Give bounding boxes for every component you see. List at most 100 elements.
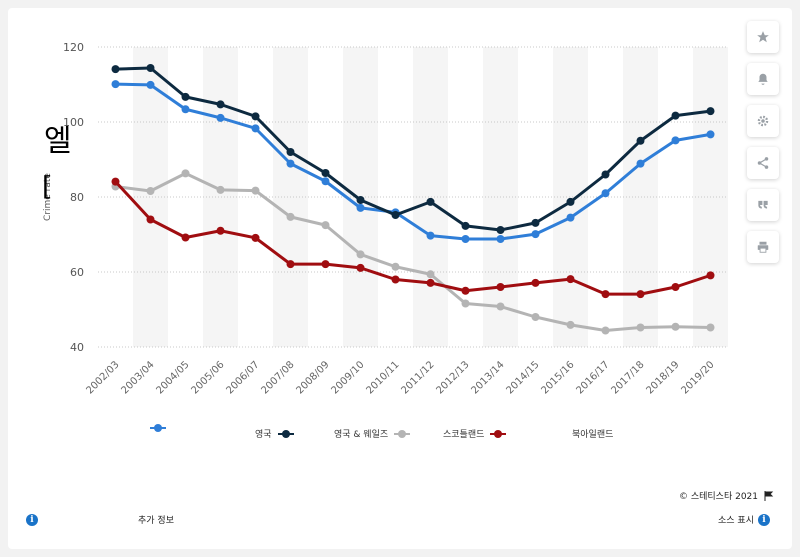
x-tick-label: 2011/12 [399,359,436,396]
data-point [566,275,575,284]
x-tick-label: 2016/17 [574,359,611,396]
data-point [356,250,365,259]
x-tick-label: 2006/07 [224,359,261,396]
data-point [356,203,365,212]
print-icon [757,241,769,253]
data-point [146,64,155,72]
series-line-1 [115,82,711,241]
data-point [566,213,575,222]
data-point [706,130,715,139]
data-point [146,187,155,195]
more-info-link[interactable]: i 추가 정보 [26,513,174,526]
data-point [601,170,610,179]
copyright-link[interactable]: © 스테티스타 2021 [679,489,774,502]
series-line-4 [114,180,711,296]
series-line-2 [115,66,711,232]
notification-button[interactable] [747,63,779,95]
cite-button[interactable] [747,189,779,221]
x-tick-label: 2007/08 [259,359,296,396]
data-point [531,218,540,227]
legend-swatch [490,429,507,438]
data-point [321,221,330,230]
copyright-label: © 스테티스타 2021 [678,492,758,502]
x-tick-label: 2009/10 [329,359,366,396]
x-tick-label: 2004/05 [154,359,191,396]
data-point [286,260,295,269]
column-band [133,47,168,347]
more-info-label: 추가 정보 [138,516,174,526]
data-point [636,159,645,168]
data-point [496,235,505,243]
x-tick-label: 2017/18 [609,359,646,396]
settings-button[interactable] [747,105,779,137]
data-point [356,196,365,204]
data-point [216,185,225,194]
column-band [203,47,238,347]
legend-label: 스코틀랜드 [443,430,485,440]
data-point [706,271,715,280]
data-point [251,233,260,242]
x-tick-label: 2002/03 [84,359,121,396]
data-point [426,278,435,287]
data-point [321,177,330,186]
data-point [531,313,540,321]
share-button[interactable] [747,147,779,179]
data-point [356,263,365,272]
gear-icon [757,115,769,127]
data-point [391,211,400,219]
data-point [636,136,645,145]
favorite-button[interactable] [747,21,779,53]
data-point [146,215,155,224]
y-tick-label: 60 [70,266,84,279]
info-icon: i [26,513,38,526]
quote-icon [758,200,768,209]
x-tick-label: 2018/19 [644,359,681,396]
legend-label: 영국 & 웨일즈 [334,430,389,440]
x-tick-label: 2015/16 [539,359,576,396]
data-point [461,286,470,295]
data-point [251,124,260,133]
data-point [706,323,715,332]
legend-item-series-3[interactable]: 영국 & 웨일즈 [334,427,411,440]
data-point [426,197,435,206]
data-point [426,270,435,279]
print-button[interactable] [747,231,779,263]
series-line-3 [115,171,711,332]
data-point [146,80,155,89]
y-tick-label: 80 [70,191,84,204]
data-point [391,275,400,284]
data-point [286,148,295,156]
data-point [531,278,540,287]
legend-item-series-1[interactable] [150,424,172,432]
legend-swatch [150,424,166,432]
legend-swatch [394,429,411,438]
data-point [671,322,680,331]
data-point [181,105,190,114]
show-source-link[interactable]: 소스 표시 i [718,513,770,526]
legend-item-series-4[interactable]: 스코틀랜드 [443,427,507,440]
data-point [706,107,715,116]
star-icon [757,31,769,43]
data-point [671,111,680,120]
data-point [496,226,505,234]
overlay-glyph-bracket: [ [42,172,53,202]
data-point [461,299,470,308]
overlay-glyph-large: 엘 [44,124,72,159]
x-tick-label: 2012/13 [434,359,471,396]
data-point [181,233,190,242]
x-tick-label: 2014/15 [504,359,541,396]
x-tick-label: 2005/06 [189,359,226,396]
info-icon: i [758,513,770,526]
legend-item-series-5[interactable]: 북아일랜드 [572,427,613,440]
data-point [251,186,260,195]
data-point [111,80,120,89]
legend-item-series-2[interactable]: 영국 [255,427,294,440]
legend-label: 영국 [255,430,272,440]
data-point [286,159,295,168]
data-point [181,169,190,178]
column-band [623,47,658,347]
data-point [566,320,575,329]
data-point [426,231,435,240]
column-band [553,47,588,347]
